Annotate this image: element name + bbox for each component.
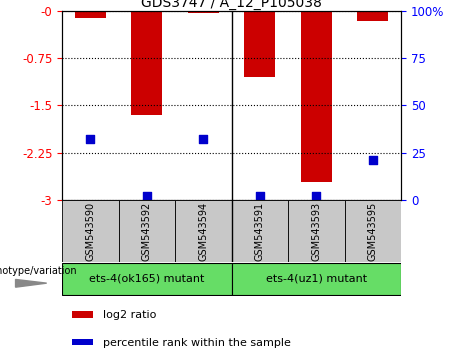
Point: [313, 193, 320, 199]
Text: log2 ratio: log2 ratio: [103, 310, 156, 320]
Point: [369, 158, 377, 163]
Bar: [188, 11, 219, 12]
Point: [87, 137, 94, 142]
Point: [143, 193, 151, 199]
Text: GSM543590: GSM543590: [85, 201, 95, 261]
Bar: [131, 11, 162, 115]
Text: GSM543591: GSM543591: [255, 201, 265, 261]
Point: [256, 193, 264, 199]
Text: GSM543595: GSM543595: [368, 201, 378, 261]
Text: GSM543594: GSM543594: [198, 201, 208, 261]
Text: GSM543592: GSM543592: [142, 201, 152, 261]
Bar: [288, 200, 344, 262]
Bar: [344, 200, 401, 262]
Polygon shape: [16, 279, 47, 287]
Bar: [231, 200, 288, 262]
Bar: [62, 200, 118, 262]
Point: [200, 137, 207, 142]
Bar: [118, 200, 175, 262]
Bar: [231, 263, 401, 295]
Bar: [357, 11, 388, 21]
Bar: [62, 263, 231, 295]
Title: GDS3747 / A_12_P105038: GDS3747 / A_12_P105038: [141, 0, 322, 10]
Bar: [175, 200, 231, 262]
Bar: [72, 312, 93, 318]
Text: ets-4(ok165) mutant: ets-4(ok165) mutant: [89, 274, 205, 284]
Bar: [244, 11, 275, 77]
Bar: [75, 11, 106, 18]
Text: percentile rank within the sample: percentile rank within the sample: [103, 338, 291, 348]
Bar: [72, 339, 93, 345]
Bar: [301, 11, 332, 182]
Text: genotype/variation: genotype/variation: [0, 266, 77, 276]
Text: GSM543593: GSM543593: [311, 201, 321, 261]
Text: ets-4(uz1) mutant: ets-4(uz1) mutant: [266, 274, 367, 284]
